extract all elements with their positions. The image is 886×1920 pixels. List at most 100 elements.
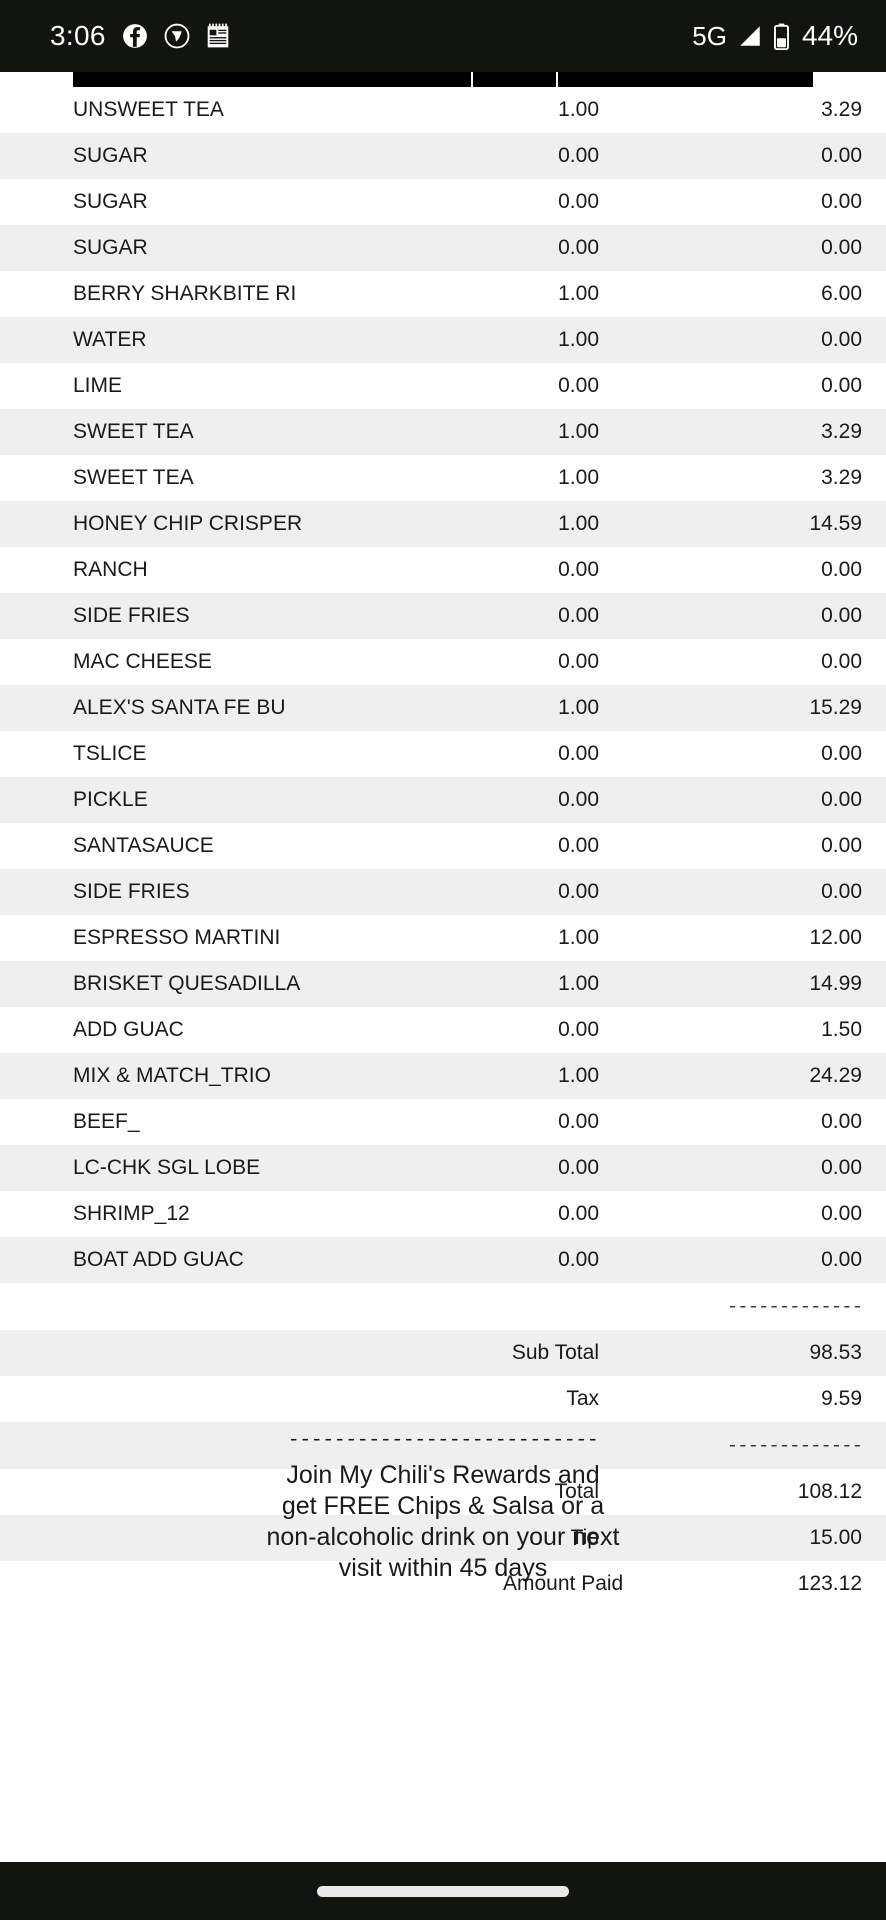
promo-footer: --------------------------- Join My Chil… bbox=[0, 1430, 886, 1584]
item-amount-cell: 1.50 bbox=[821, 1018, 862, 1041]
promo-divider: --------------------------- bbox=[287, 1429, 599, 1452]
table-row: MAC CHEESE 0.00 0.00 bbox=[0, 639, 886, 685]
receipt-scroll-area[interactable]: UNSWEET TEA 1.00 3.29 SUGAR 0.00 0.00 SUGAR 0.0… bbox=[0, 72, 886, 1862]
item-name-cell: BEEF_ bbox=[73, 1110, 140, 1133]
table-header-row-clipped bbox=[73, 72, 813, 87]
item-qty-cell: 0.00 bbox=[558, 236, 599, 259]
item-name-cell: SWEET TEA bbox=[73, 466, 194, 489]
system-nav-bar bbox=[0, 1862, 886, 1920]
tax-spacer bbox=[0, 1376, 503, 1422]
item-name-cell: SWEET TEA bbox=[73, 420, 194, 443]
total-row-sub-total: Sub Total 98.53 bbox=[0, 1330, 886, 1376]
separator-name-cell bbox=[0, 1283, 503, 1330]
item-amount-cell: 0.00 bbox=[821, 374, 862, 397]
table-row: LC-CHK SGL LOBE 0.00 0.00 bbox=[0, 1145, 886, 1191]
battery-icon bbox=[773, 23, 790, 50]
item-name-cell: MIX & MATCH_TRIO bbox=[73, 1064, 271, 1087]
promo-line-3: non-alcoholic drink on your next bbox=[266, 1523, 620, 1551]
item-name-cell: ADD GUAC bbox=[73, 1018, 184, 1041]
item-name-cell: BOAT ADD GUAC bbox=[73, 1248, 244, 1271]
item-qty-cell: 1.00 bbox=[558, 420, 599, 443]
item-name-cell: WATER bbox=[73, 328, 147, 351]
item-name-cell: SANTASAUCE bbox=[73, 834, 214, 857]
item-name-cell: BERRY SHARKBITE RI bbox=[73, 282, 297, 305]
item-qty-cell: 0.00 bbox=[558, 144, 599, 167]
notes-icon bbox=[206, 23, 230, 49]
network-type-label: 5G bbox=[692, 20, 727, 51]
column-divider-qty bbox=[471, 72, 473, 87]
total-label: Total bbox=[554, 1480, 599, 1503]
table-row: SHRIMP_12 0.00 0.00 bbox=[0, 1191, 886, 1237]
item-name-cell: SIDE FRIES bbox=[73, 604, 190, 627]
tip-value: 15.00 bbox=[809, 1526, 862, 1549]
app-icon bbox=[164, 23, 190, 49]
item-name-cell: BRISKET QUESADILLA bbox=[73, 972, 301, 995]
separator-row: ------------- bbox=[0, 1283, 886, 1330]
item-name-cell: TSLICE bbox=[73, 742, 147, 765]
status-bar: 3:06 bbox=[0, 0, 886, 72]
item-qty-cell: 1.00 bbox=[558, 512, 599, 535]
home-indicator[interactable] bbox=[317, 1885, 569, 1897]
battery-percent-label: 44% bbox=[801, 20, 858, 51]
item-qty-cell: 0.00 bbox=[558, 558, 599, 581]
table-row: MIX & MATCH_TRIO 1.00 24.29 bbox=[0, 1053, 886, 1099]
tax-value: 9.59 bbox=[821, 1387, 862, 1410]
item-qty-cell: 0.00 bbox=[558, 604, 599, 627]
table-row: BRISKET QUESADILLA 1.00 14.99 bbox=[0, 961, 886, 1007]
item-name-cell: RANCH bbox=[73, 558, 148, 581]
sub-total-value: 98.53 bbox=[809, 1341, 862, 1364]
table-row: LIME 0.00 0.00 bbox=[0, 363, 886, 409]
status-bar-left: 3:06 bbox=[50, 20, 230, 52]
item-qty-cell: 0.00 bbox=[558, 788, 599, 811]
item-amount-cell: 0.00 bbox=[821, 650, 862, 673]
item-amount-cell: 0.00 bbox=[821, 1248, 862, 1271]
table-row: SUGAR 0.00 0.00 bbox=[0, 133, 886, 179]
item-qty-cell: 1.00 bbox=[558, 1064, 599, 1087]
total-row-tax: Tax 9.59 bbox=[0, 1376, 886, 1422]
item-qty-cell: 0.00 bbox=[558, 1018, 599, 1041]
item-amount-cell: 14.99 bbox=[809, 972, 862, 995]
item-qty-cell: 0.00 bbox=[558, 650, 599, 673]
table-row: UNSWEET TEA 1.00 3.29 bbox=[0, 87, 886, 133]
table-row: SWEET TEA 1.00 3.29 bbox=[0, 455, 886, 501]
total-row-tip: Tip 15.00 bbox=[0, 1515, 886, 1561]
item-qty-cell: 0.00 bbox=[558, 1156, 599, 1179]
item-amount-cell: 0.00 bbox=[821, 144, 862, 167]
table-row: SIDE FRIES 0.00 0.00 bbox=[0, 869, 886, 915]
item-name-cell: PICKLE bbox=[73, 788, 148, 811]
item-amount-cell: 0.00 bbox=[821, 558, 862, 581]
separator2-dashes: ------------- bbox=[726, 1435, 863, 1457]
separator-dashes: ------------- bbox=[726, 1296, 863, 1318]
item-amount-cell: 24.29 bbox=[809, 1064, 862, 1087]
table-row: BEEF_ 0.00 0.00 bbox=[0, 1099, 886, 1145]
item-amount-cell: 0.00 bbox=[821, 880, 862, 903]
item-qty-cell: 1.00 bbox=[558, 98, 599, 121]
item-qty-cell: 0.00 bbox=[558, 374, 599, 397]
separator-qty-cell bbox=[503, 1283, 623, 1330]
table-row: BERRY SHARKBITE RI 1.00 6.00 bbox=[0, 271, 886, 317]
table-row: WATER 1.00 0.00 bbox=[0, 317, 886, 363]
item-qty-cell: 1.00 bbox=[558, 282, 599, 305]
item-name-cell: SUGAR bbox=[73, 190, 148, 213]
status-clock: 3:06 bbox=[50, 20, 106, 51]
tax-label: Tax bbox=[566, 1387, 599, 1410]
item-qty-cell: 0.00 bbox=[558, 880, 599, 903]
table-row: BOAT ADD GUAC 0.00 0.00 bbox=[0, 1237, 886, 1283]
table-row: SUGAR 0.00 0.00 bbox=[0, 179, 886, 225]
table-row: TSLICE 0.00 0.00 bbox=[0, 731, 886, 777]
item-name-cell: UNSWEET TEA bbox=[73, 98, 224, 121]
item-qty-cell: 0.00 bbox=[558, 190, 599, 213]
table-row: SANTASAUCE 0.00 0.00 bbox=[0, 823, 886, 869]
item-amount-cell: 0.00 bbox=[821, 604, 862, 627]
item-qty-cell: 1.00 bbox=[558, 972, 599, 995]
sub-total-label bbox=[0, 1330, 503, 1376]
item-amount-cell: 3.29 bbox=[821, 420, 862, 443]
facebook-icon bbox=[122, 23, 148, 49]
item-amount-cell: 0.00 bbox=[821, 1202, 862, 1225]
item-name-cell: ALEX'S SANTA FE BU bbox=[73, 696, 286, 719]
receipt-items-body: UNSWEET TEA 1.00 3.29 SUGAR 0.00 0.00 SUGAR 0.0… bbox=[0, 87, 886, 1607]
table-row: PICKLE 0.00 0.00 bbox=[0, 777, 886, 823]
item-amount-cell: 0.00 bbox=[821, 236, 862, 259]
table-row: SIDE FRIES 0.00 0.00 bbox=[0, 593, 886, 639]
total-value: 108.12 bbox=[797, 1480, 862, 1503]
